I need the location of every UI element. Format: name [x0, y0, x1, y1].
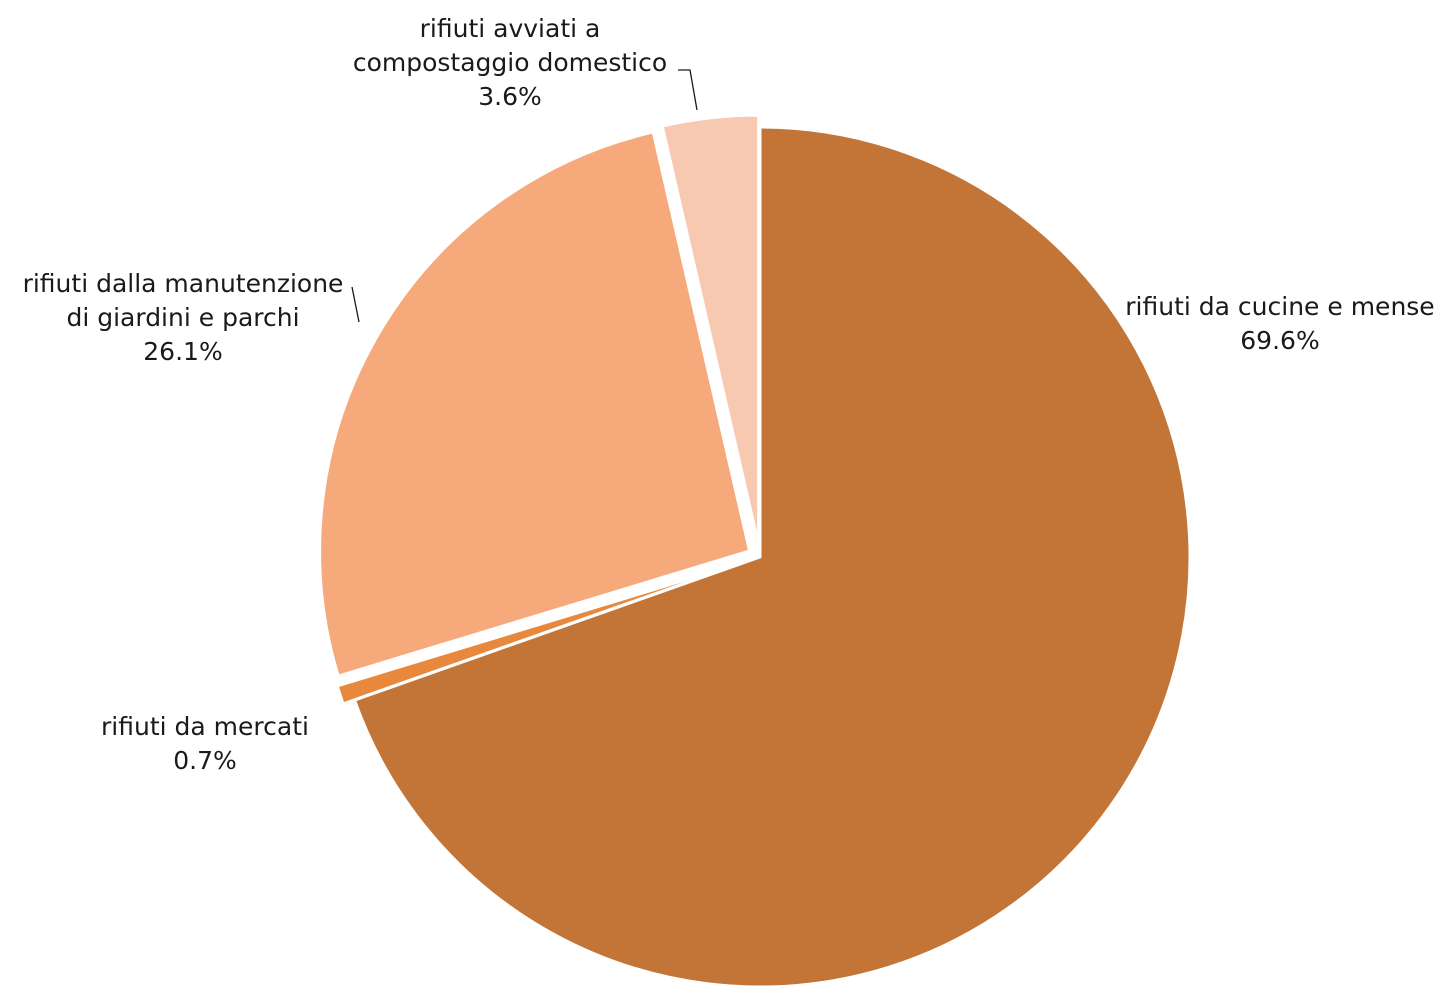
- slice-name-text: rifiuti da mercati: [101, 712, 309, 741]
- data-label-rifiuti-avviati-a-compostaggio-domestico: rifiuti avviati a compostaggio domestico 3…: [353, 14, 667, 111]
- slice-name-text: rifiuti dalla manutenzione: [23, 269, 344, 298]
- pie-slice-rifiuti-da-mercati: [335, 559, 751, 706]
- data-label-rifiuti-da-mercati: rifiuti da mercati 0.7%: [101, 712, 309, 775]
- leader-line-rifiuti-avviati-a-compostaggio-domestico: [678, 69, 698, 111]
- pie-slice-rifiuti-avviati-a-compostaggio-domestico: [660, 113, 761, 547]
- data-label-rifiuti-dalla-manutenzione-di-giardini-e-parchi: rifiuti dalla manutenzione di giardini e …: [23, 269, 344, 366]
- leader-line-rifiuti-dalla-manutenzione-di-giardini-e-parchi: [351, 286, 360, 323]
- slice-name-text: rifiuti avviati a: [420, 14, 601, 43]
- slice-name-text: di giardini e parchi: [66, 303, 299, 332]
- slice-name-text: compostaggio domestico: [353, 48, 667, 77]
- pie-slice-rifiuti-dalla-manutenzione-di-giardini-e-parchi: [318, 130, 752, 678]
- slice-percent-text: 26.1%: [143, 337, 222, 366]
- pie-slice-rifiuti-da-cucine-e-mense: [353, 125, 1192, 986]
- data-label-rifiuti-da-cucine-e-mense: rifiuti da cucine e mense 69.6%: [1125, 292, 1434, 355]
- slice-percent-text: 69.6%: [1240, 326, 1319, 355]
- slice-name-text: rifiuti da cucine e mense: [1125, 292, 1434, 321]
- slice-percent-text: 3.6%: [478, 82, 542, 111]
- slice-percent-text: 0.7%: [173, 746, 237, 775]
